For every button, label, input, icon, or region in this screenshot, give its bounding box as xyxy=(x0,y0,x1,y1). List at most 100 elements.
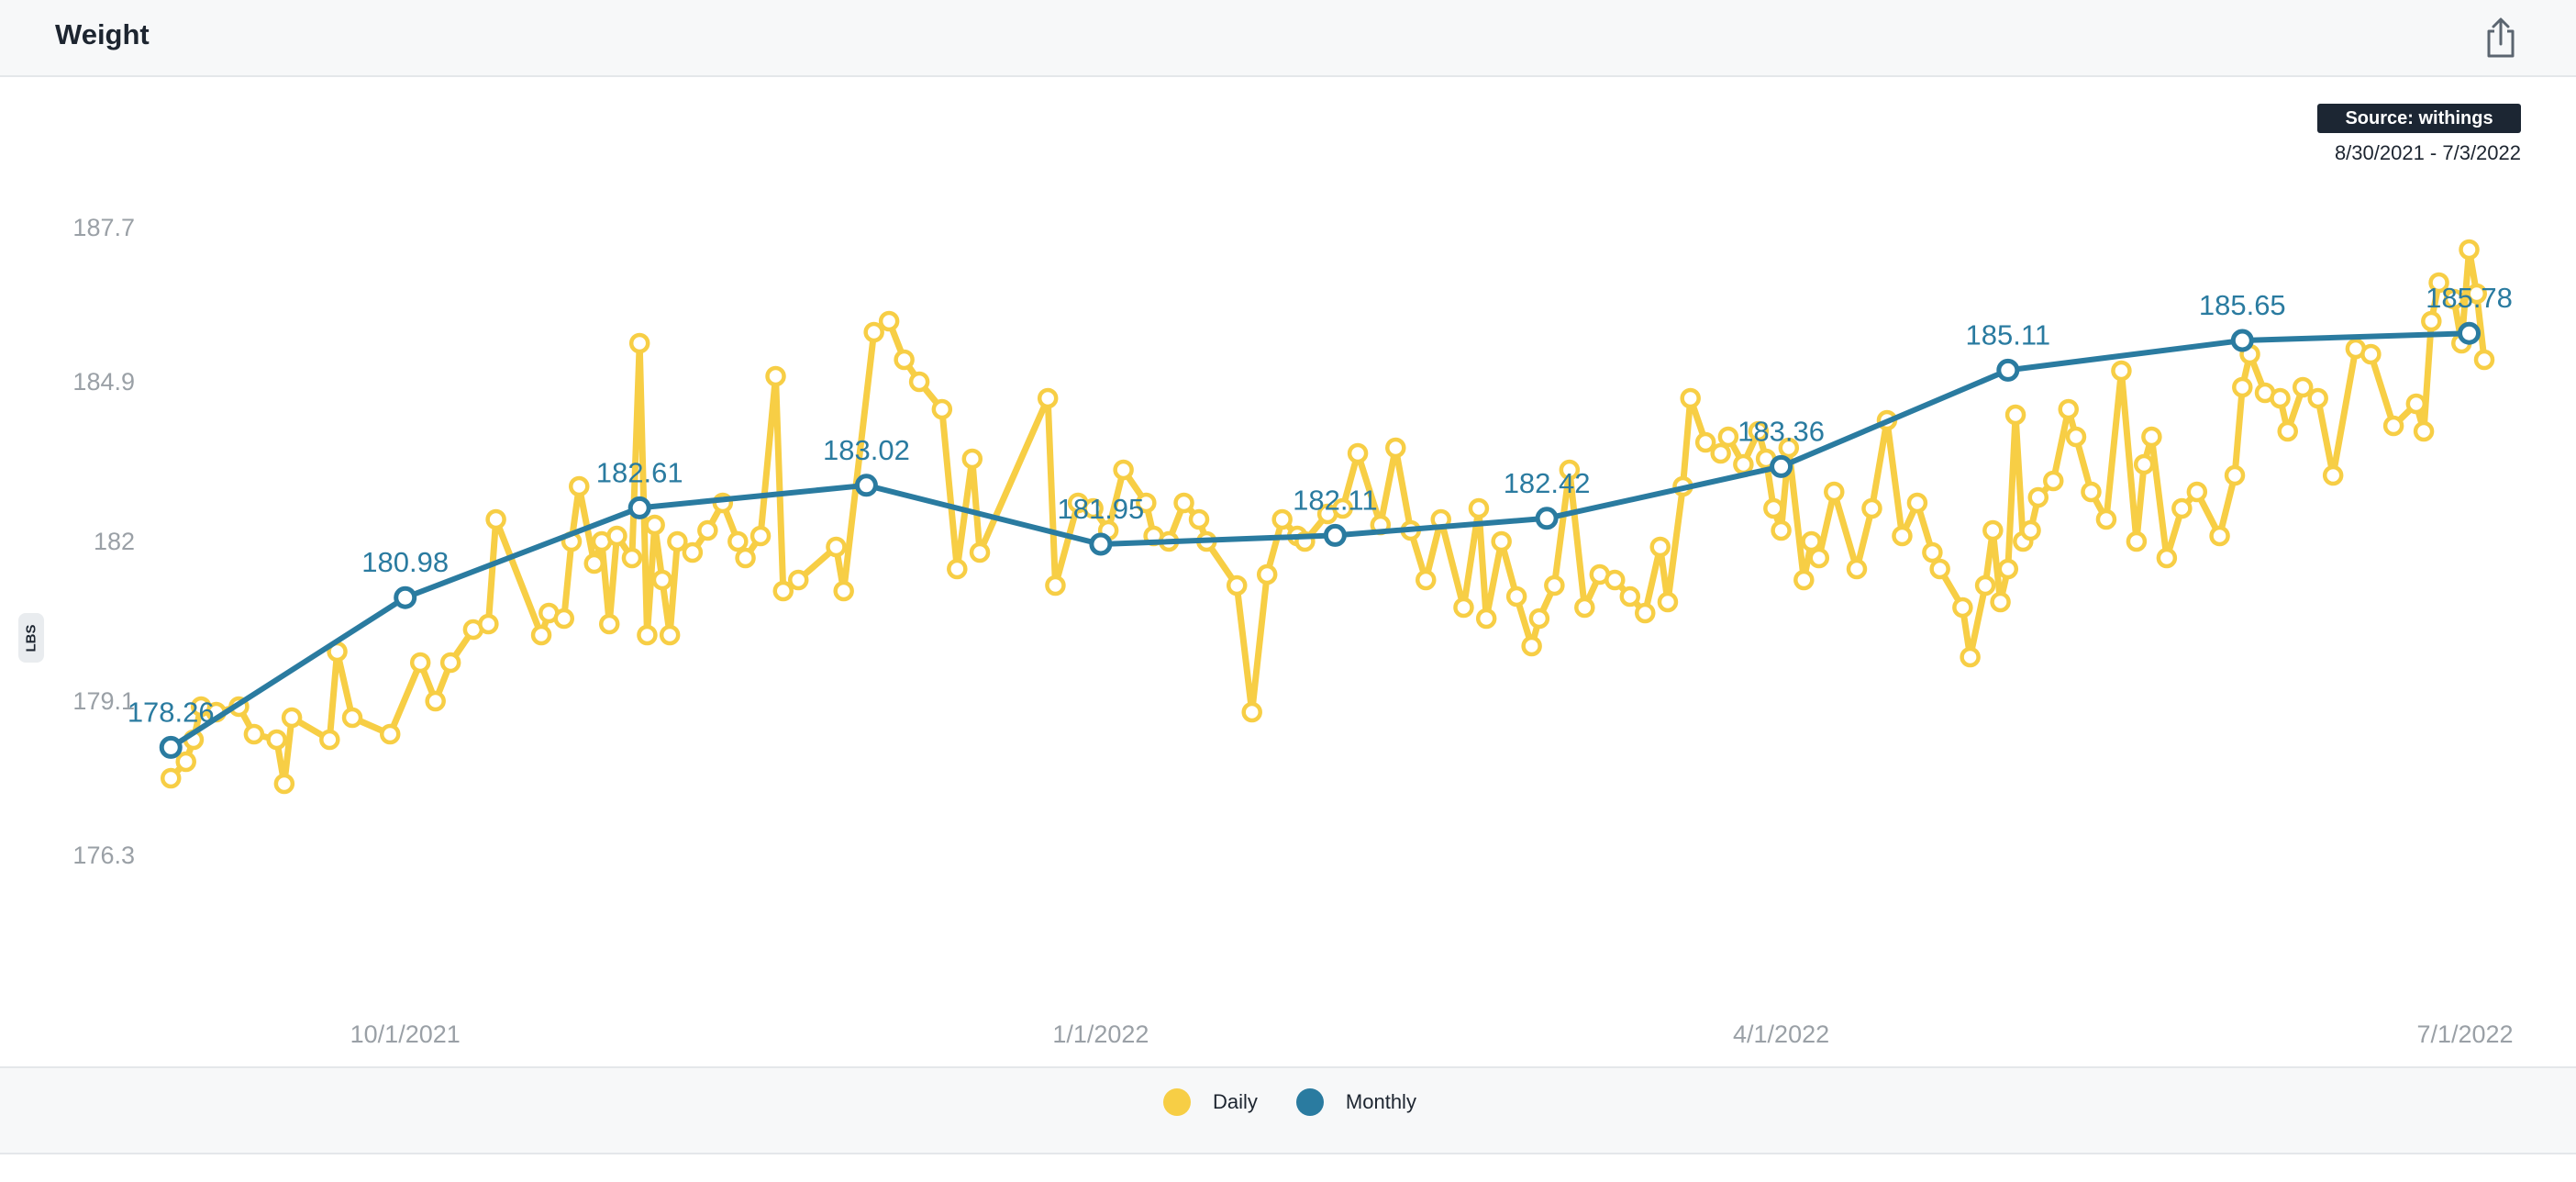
daily-point[interactable] xyxy=(787,569,809,591)
monthly-point[interactable] xyxy=(627,496,651,519)
monthly-point[interactable] xyxy=(1089,532,1113,556)
daily-point[interactable] xyxy=(878,310,900,332)
daily-point[interactable] xyxy=(606,525,627,547)
daily-point[interactable] xyxy=(735,547,756,569)
daily-point[interactable] xyxy=(1763,497,1784,519)
daily-point[interactable] xyxy=(2043,470,2064,492)
daily-point[interactable] xyxy=(2027,486,2049,508)
daily-point[interactable] xyxy=(1778,437,1800,459)
daily-point[interactable] xyxy=(2020,519,2041,541)
daily-point[interactable] xyxy=(2292,376,2314,398)
daily-point[interactable] xyxy=(2171,497,2193,519)
daily-point[interactable] xyxy=(651,569,673,591)
monthly-point[interactable] xyxy=(1323,523,1347,547)
daily-point[interactable] xyxy=(1824,481,1845,503)
daily-point[interactable] xyxy=(1468,497,1490,519)
daily-point[interactable] xyxy=(1861,497,1882,519)
daily-point[interactable] xyxy=(2322,464,2344,486)
daily-point[interactable] xyxy=(1521,635,1542,657)
monthly-point[interactable] xyxy=(1996,358,2020,382)
daily-point[interactable] xyxy=(2443,288,2465,310)
daily-point[interactable] xyxy=(969,541,991,563)
monthly-point[interactable] xyxy=(1535,507,1559,530)
daily-point[interactable] xyxy=(1808,547,1830,569)
daily-point[interactable] xyxy=(2133,453,2155,475)
daily-point[interactable] xyxy=(1733,453,1754,475)
daily-point[interactable] xyxy=(1045,574,1066,597)
daily-point[interactable] xyxy=(1929,558,1950,580)
daily-point[interactable] xyxy=(281,707,303,729)
daily-point[interactable] xyxy=(667,530,688,552)
daily-point[interactable] xyxy=(1453,597,1474,619)
monthly-point[interactable] xyxy=(394,585,417,609)
daily-point[interactable] xyxy=(530,624,552,646)
daily-point[interactable] xyxy=(2081,481,2102,503)
daily-point[interactable] xyxy=(2126,530,2148,552)
daily-point[interactable] xyxy=(1906,492,1928,514)
share-button[interactable] xyxy=(2482,17,2519,59)
daily-point[interactable] xyxy=(1385,437,1406,459)
daily-point[interactable] xyxy=(598,613,620,635)
daily-point[interactable] xyxy=(2186,481,2208,503)
daily-point[interactable] xyxy=(2382,415,2404,437)
daily-point[interactable] xyxy=(2270,387,2291,409)
legend-item-monthly[interactable]: Monthly xyxy=(1295,1088,1416,1116)
monthly-point[interactable] xyxy=(854,474,878,497)
daily-point[interactable] xyxy=(1619,585,1641,608)
daily-point[interactable] xyxy=(1416,569,1437,591)
daily-point[interactable] xyxy=(2065,426,2087,448)
daily-point[interactable] xyxy=(2360,343,2382,365)
daily-point[interactable] xyxy=(2058,398,2079,420)
daily-point[interactable] xyxy=(1771,519,1792,541)
daily-point[interactable] xyxy=(243,723,265,745)
daily-point[interactable] xyxy=(1544,574,1565,597)
daily-point[interactable] xyxy=(1717,426,1739,448)
daily-point[interactable] xyxy=(2141,426,2162,448)
daily-point[interactable] xyxy=(319,729,340,751)
daily-point[interactable] xyxy=(1559,459,1581,481)
daily-point[interactable] xyxy=(2277,420,2298,442)
daily-point[interactable] xyxy=(931,398,953,420)
daily-point[interactable] xyxy=(409,652,431,674)
daily-point[interactable] xyxy=(659,624,681,646)
daily-point[interactable] xyxy=(1271,508,1293,530)
daily-point[interactable] xyxy=(1974,574,1996,597)
daily-point[interactable] xyxy=(2413,420,2435,442)
daily-point[interactable] xyxy=(1657,591,1679,613)
daily-point[interactable] xyxy=(553,608,575,630)
daily-point[interactable] xyxy=(266,729,287,751)
daily-point[interactable] xyxy=(947,558,968,580)
daily-point[interactable] xyxy=(2156,547,2178,569)
daily-point[interactable] xyxy=(2095,508,2117,530)
daily-point[interactable] xyxy=(1694,431,1716,453)
daily-point[interactable] xyxy=(2224,464,2246,486)
daily-point[interactable] xyxy=(1256,563,1278,585)
daily-point[interactable] xyxy=(1634,602,1656,624)
daily-point[interactable] xyxy=(2459,239,2480,261)
daily-point[interactable] xyxy=(2209,525,2230,547)
daily-point[interactable] xyxy=(2111,360,2132,382)
daily-point[interactable] xyxy=(1475,608,1497,630)
daily-point[interactable] xyxy=(425,690,446,712)
daily-point[interactable] xyxy=(2421,310,2442,332)
daily-point[interactable] xyxy=(697,519,718,541)
daily-point[interactable] xyxy=(1952,597,1973,619)
daily-point[interactable] xyxy=(341,707,363,729)
daily-point[interactable] xyxy=(1846,558,1868,580)
monthly-point[interactable] xyxy=(159,735,183,759)
daily-point[interactable] xyxy=(628,332,650,354)
daily-point[interactable] xyxy=(175,751,196,773)
daily-point[interactable] xyxy=(863,321,884,343)
daily-point[interactable] xyxy=(833,580,854,602)
daily-point[interactable] xyxy=(379,723,401,745)
legend-item-daily[interactable]: Daily xyxy=(1163,1088,1258,1116)
daily-point[interactable] xyxy=(644,514,665,536)
daily-point[interactable] xyxy=(1491,530,1512,552)
daily-point[interactable] xyxy=(765,365,786,387)
daily-point[interactable] xyxy=(826,536,847,558)
daily-point[interactable] xyxy=(1347,442,1369,464)
monthly-point[interactable] xyxy=(1770,454,1793,478)
daily-point[interactable] xyxy=(1173,492,1194,514)
monthly-point[interactable] xyxy=(2230,329,2254,352)
monthly-point[interactable] xyxy=(2458,321,2482,345)
